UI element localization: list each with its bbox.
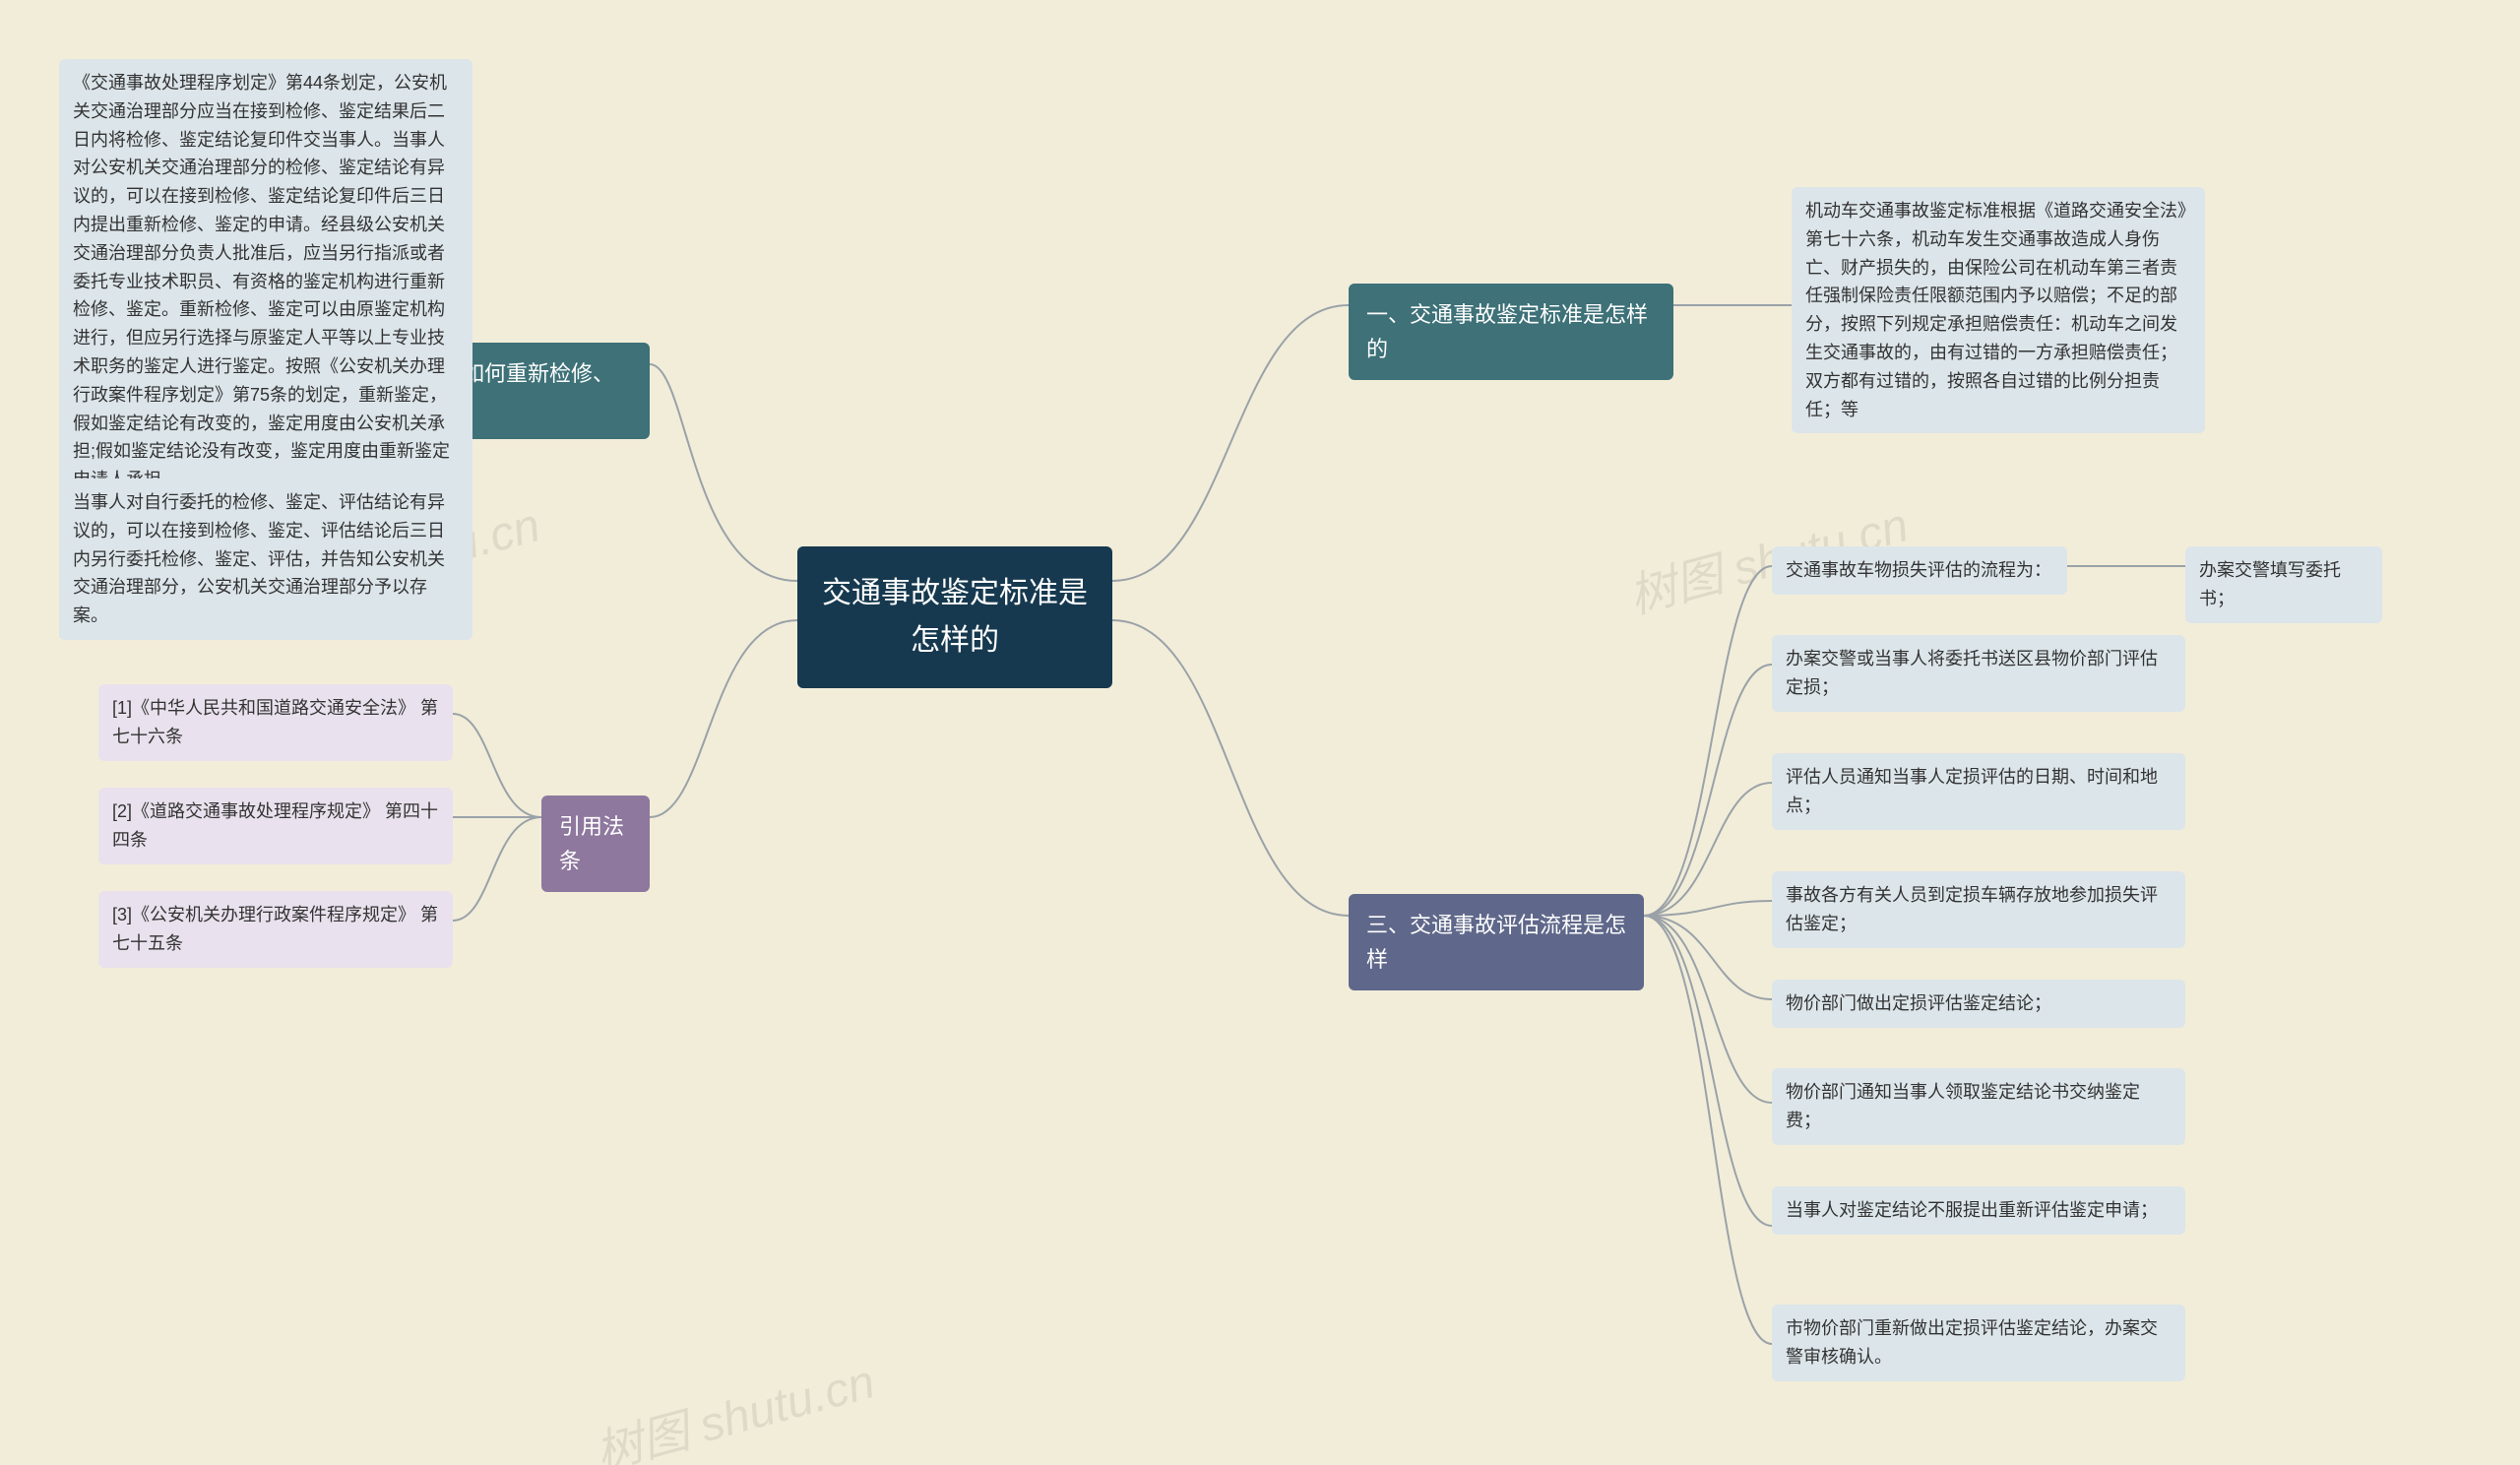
branch-ref: 引用法条 [541, 796, 650, 892]
branch-one-leaf: 机动车交通事故鉴定标准根据《道路交通安全法》第七十六条，机动车发生交通事故造成人… [1792, 187, 2205, 433]
ref-item-2: [2]《道路交通事故处理程序规定》 第四十四条 [98, 788, 453, 864]
branch-three-step-7: 当事人对鉴定结论不服提出重新评估鉴定申请； [1772, 1186, 2185, 1235]
branch-three-step-6: 物价部门通知当事人领取鉴定结论书交纳鉴定费； [1772, 1068, 2185, 1145]
branch-three-step-8: 市物价部门重新做出定损评估鉴定结论，办案交警审核确认。 [1772, 1305, 2185, 1381]
branch-two-leaf-2: 当事人对自行委托的检修、鉴定、评估结论有异议的，可以在接到检修、鉴定、评估结论后… [59, 478, 472, 640]
branch-three-step-5: 物价部门做出定损评估鉴定结论； [1772, 980, 2185, 1028]
ref-item-3: [3]《公安机关办理行政案件程序规定》 第七十五条 [98, 891, 453, 968]
center-node: 交通事故鉴定标准是怎样的 [797, 546, 1112, 688]
branch-three: 三、交通事故评估流程是怎样 [1349, 894, 1644, 990]
branch-two-leaf-1: 《交通事故处理程序划定》第44条划定，公安机关交通治理部分应当在接到检修、鉴定结… [59, 59, 472, 504]
branch-three-step-4: 事故各方有关人员到定损车辆存放地参加损失评估鉴定； [1772, 871, 2185, 948]
branch-one: 一、交通事故鉴定标准是怎样的 [1349, 284, 1673, 380]
branch-three-step-2: 办案交警或当事人将委托书送区县物价部门评估定损； [1772, 635, 2185, 712]
branch-three-intro: 交通事故车物损失评估的流程为： [1772, 546, 2067, 595]
ref-item-1: [1]《中华人民共和国道路交通安全法》 第七十六条 [98, 684, 453, 761]
branch-three-step-1: 办案交警填写委托书； [2185, 546, 2382, 623]
watermark: 树图 shutu.cn [587, 1343, 881, 1465]
branch-three-step-3: 评估人员通知当事人定损评估的日期、时间和地点； [1772, 753, 2185, 830]
